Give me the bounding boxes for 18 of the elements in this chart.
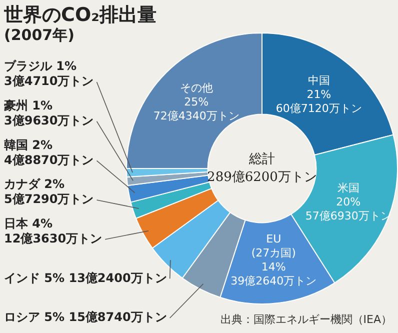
slice-label: カナダ 2% 5億7290万トン <box>4 177 94 206</box>
data-label: 14% 39億2640万トン <box>230 260 317 288</box>
source-note: 出典：国際エネルギー機関（IEA） <box>220 312 392 327</box>
slice-label: インド 5% 13億2400万トン <box>4 270 167 285</box>
slice-label: 米国 <box>337 182 360 195</box>
chart-title: 世界のCO₂排出量 <box>4 3 156 28</box>
slice-label: 日本 4% 12億3630万トン <box>4 216 102 246</box>
slice-label: ブラジル 1% 3億4710万トン <box>4 59 94 88</box>
slice-label: 豪州 1% 3億9630万トン <box>3 98 94 128</box>
text: 総計 289億6200万トン <box>207 152 317 185</box>
data-label: 25% 72億4340万トン <box>153 96 240 123</box>
slice-label: ロシア 5% 15億8740万トン <box>4 310 167 324</box>
slice-label: EU (27カ国) <box>251 232 296 260</box>
chart-subtitle: (2007年) <box>4 26 74 45</box>
slice-label: 中国 <box>308 74 330 87</box>
slice-label: 韓国 2% 4億8870万トン <box>4 138 94 167</box>
slice-label: その他 <box>180 82 213 95</box>
data-label: 21% 60億7120万トン <box>276 88 362 115</box>
